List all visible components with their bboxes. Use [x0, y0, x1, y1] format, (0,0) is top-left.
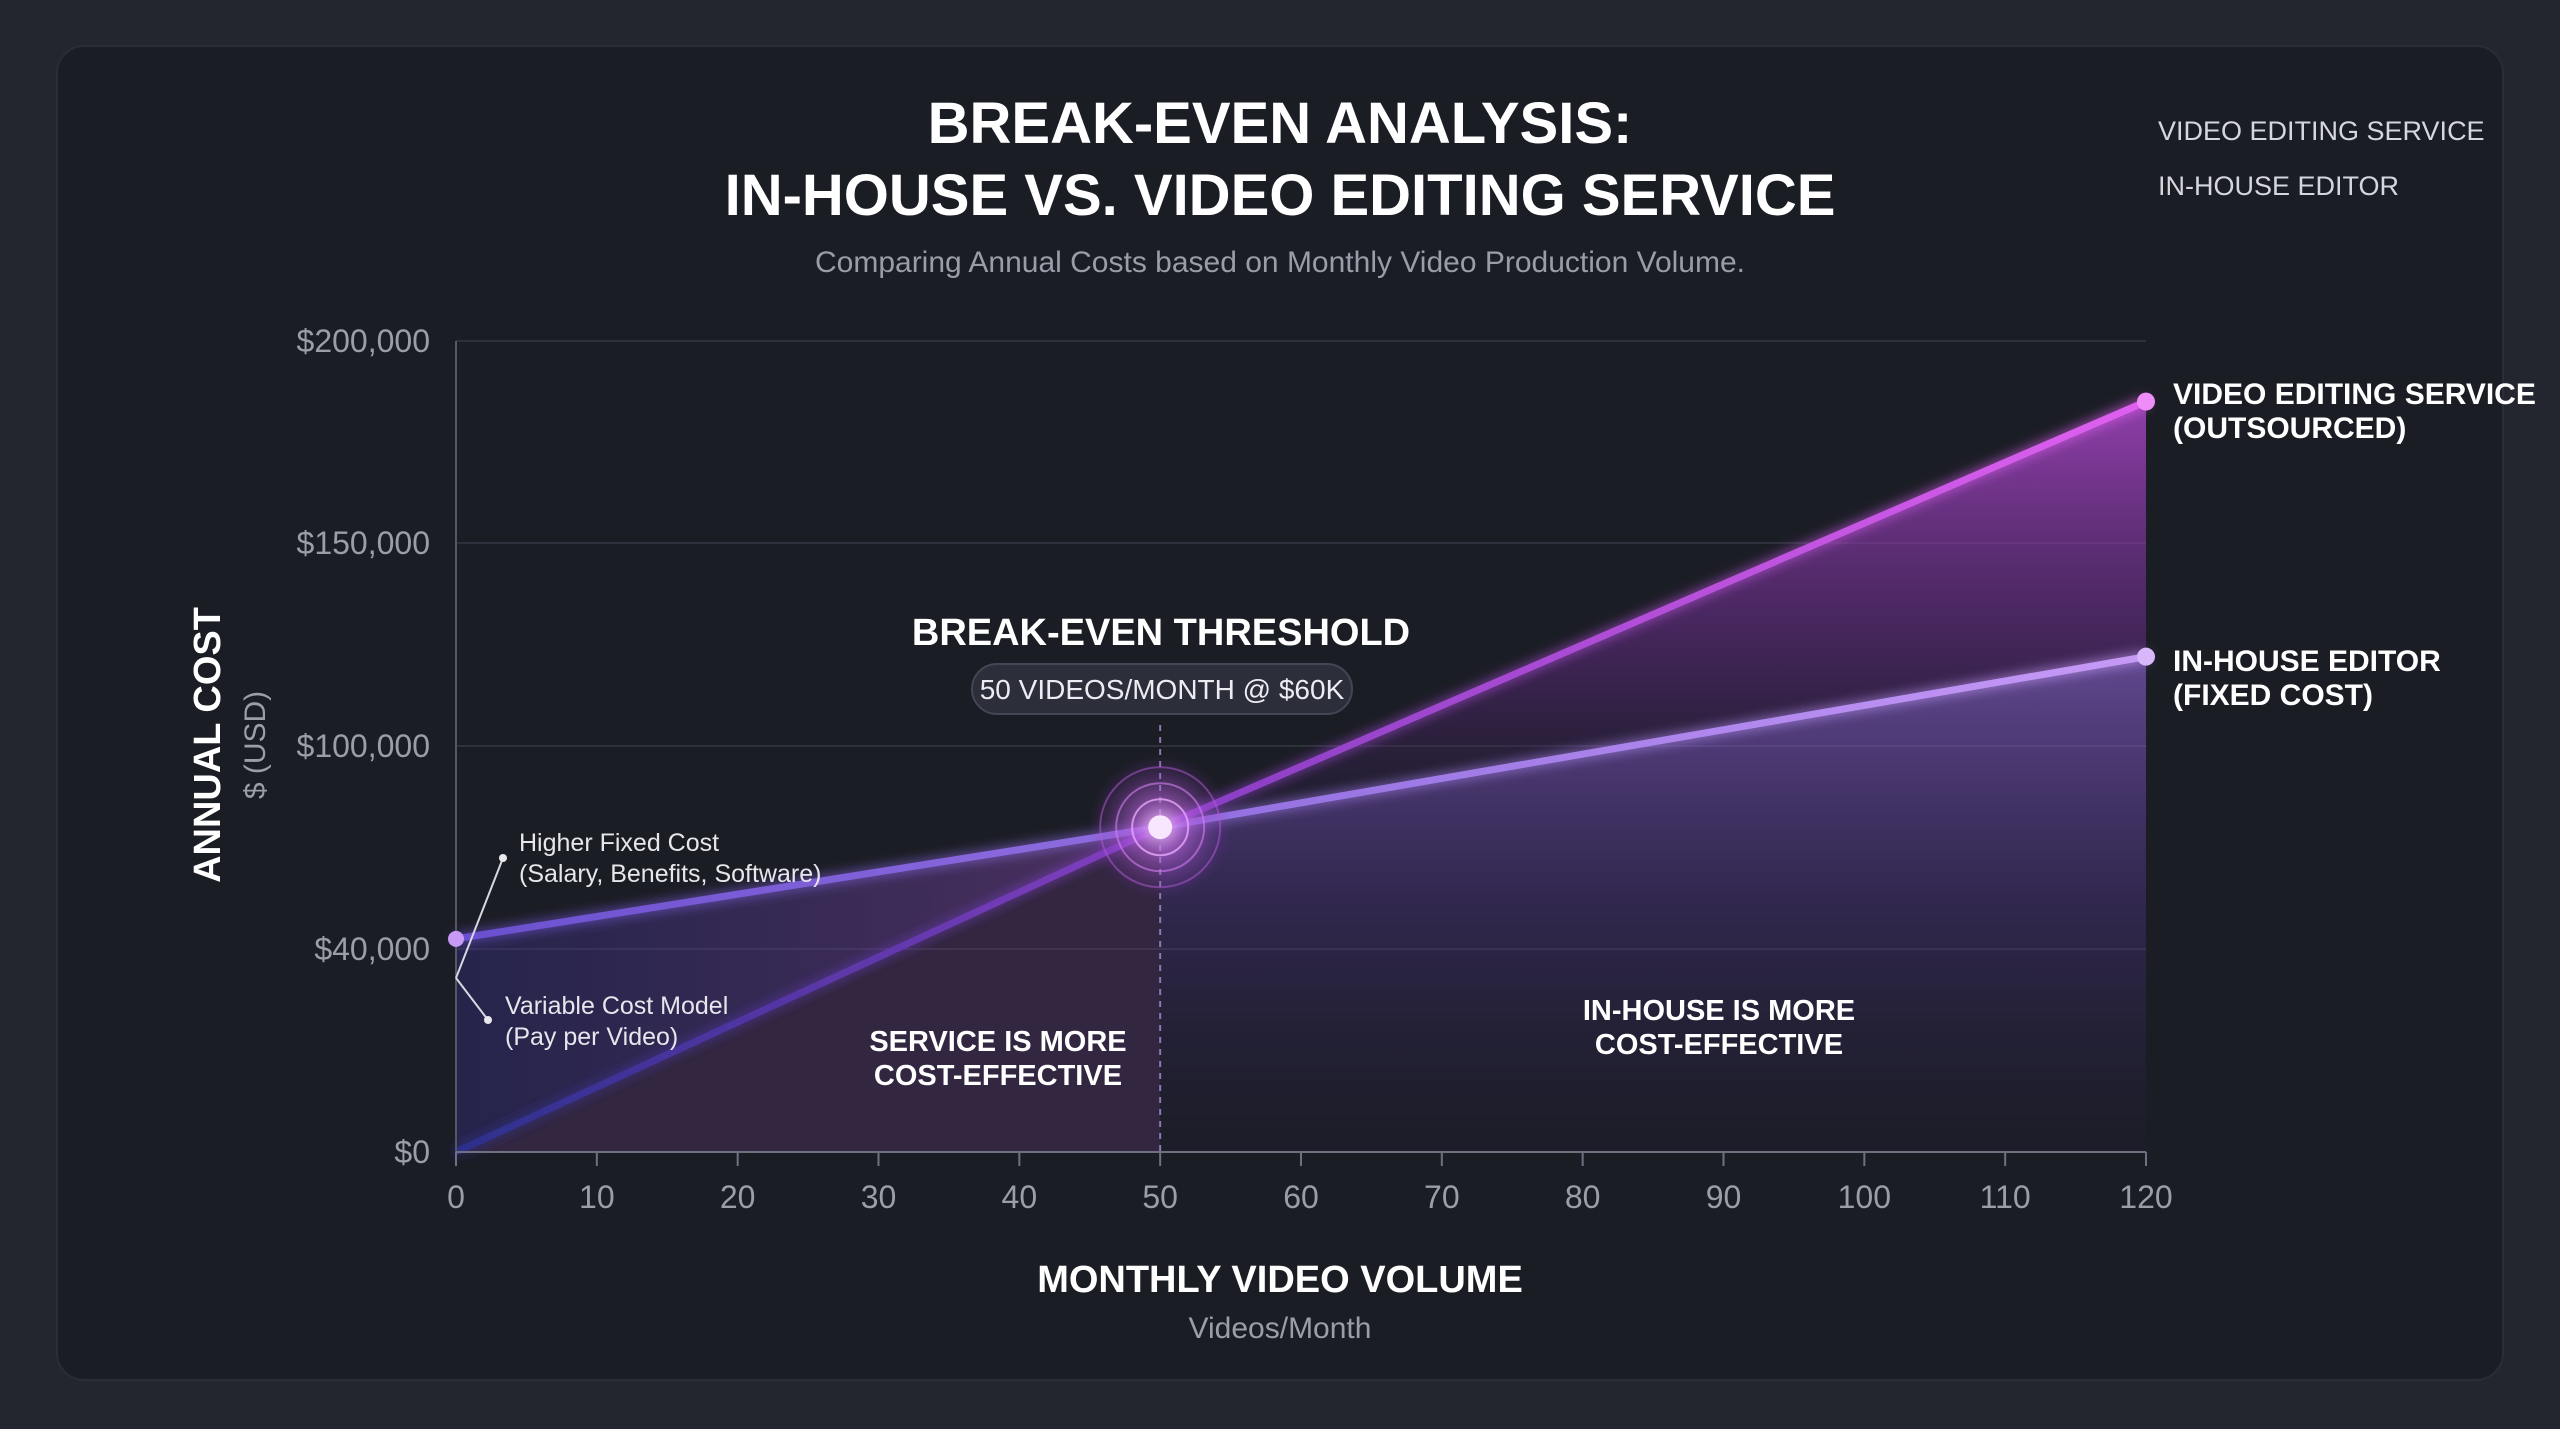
- end-label-service-line2: (OUTSOURCED): [2173, 412, 2406, 445]
- inhouse-end-point: [2137, 647, 2155, 666]
- end-label-inhouse-line2: (FIXED COST): [2173, 679, 2373, 712]
- x-tick-label: 20: [720, 1179, 756, 1215]
- y-tick-labels: $0 $40,000 $100,000 $150,000 $200,000: [297, 323, 430, 1170]
- break-even-marker: [1088, 755, 1233, 900]
- end-label-inhouse-line1: IN-HOUSE EDITOR: [2173, 645, 2441, 678]
- service-end-point: [2137, 392, 2155, 411]
- x-tick-label: 70: [1424, 1179, 1460, 1215]
- inhouse-area-fill: [1160, 656, 2146, 1152]
- y-tick-label: $200,000: [297, 323, 430, 359]
- x-axis-title: MONTHLY VIDEO VOLUME: [1037, 1259, 1523, 1301]
- legend: VIDEO EDITING SERVICE IN-HOUSE EDITOR: [2054, 116, 2485, 201]
- legend-label-service: VIDEO EDITING SERVICE: [2158, 116, 2485, 146]
- y-axis-title: ANNUAL COST: [187, 607, 229, 883]
- x-axis-subtitle: Videos/Month: [1189, 1312, 1372, 1345]
- x-tick-label: 60: [1283, 1179, 1319, 1215]
- chart-title-line1: BREAK-EVEN ANALYSIS:: [928, 91, 1633, 156]
- y-tick-label: $150,000: [297, 525, 430, 561]
- end-label-service-line1: VIDEO EDITING SERVICE: [2173, 378, 2536, 411]
- break-even-title: BREAK-EVEN THRESHOLD: [912, 612, 1410, 654]
- right-region-label-line1: IN-HOUSE IS MORE: [1583, 995, 1855, 1027]
- left-region-label-line1: SERVICE IS MORE: [869, 1026, 1126, 1058]
- y-axis-subtitle: $ (USD): [239, 691, 272, 799]
- break-even-point: [1148, 815, 1173, 840]
- x-tick-label: 30: [861, 1179, 897, 1215]
- x-tick-label: 90: [1706, 1179, 1742, 1215]
- x-tick-label: 50: [1142, 1179, 1178, 1215]
- break-even-ring-outer: [1099, 766, 1222, 889]
- inhouse-start-point: [448, 930, 464, 947]
- x-tick-label: 80: [1565, 1179, 1601, 1215]
- fixed-cost-label-line2: (Salary, Benefits, Software): [519, 860, 821, 888]
- variable-cost-label-line1: Variable Cost Model: [505, 992, 728, 1020]
- chart-subtitle: Comparing Annual Costs based on Monthly …: [815, 246, 1745, 279]
- x-tick-label: 100: [1838, 1179, 1891, 1215]
- variable-cost-annotation: Variable Cost Model (Pay per Video): [455, 977, 728, 1051]
- x-tick-label: 120: [2119, 1179, 2172, 1215]
- x-tick-label: 10: [579, 1179, 615, 1215]
- x-tick-label: 0: [447, 1179, 465, 1215]
- y-tick-label: $40,000: [314, 931, 430, 967]
- variable-cost-label-line2: (Pay per Video): [505, 1023, 678, 1051]
- break-even-ring-inner: [1131, 798, 1190, 857]
- y-tick-label: $0: [394, 1134, 430, 1170]
- right-region-label-line2: COST-EFFECTIVE: [1595, 1029, 1843, 1061]
- x-tick-label: 110: [1980, 1179, 2031, 1215]
- break-even-badge: [971, 663, 1353, 715]
- endpoint-markers: [448, 392, 2155, 947]
- left-region-label-line2: COST-EFFECTIVE: [874, 1060, 1122, 1092]
- break-even-ring-mid: [1115, 782, 1206, 873]
- fixed-cost-annotation: Higher Fixed Cost (Salary, Benefits, Sof…: [455, 829, 821, 979]
- legend-label-inhouse: IN-HOUSE EDITOR: [2158, 171, 2399, 201]
- x-tick-label: 40: [1002, 1179, 1038, 1215]
- fixed-cost-label-line1: Higher Fixed Cost: [519, 829, 719, 857]
- axes: [455, 341, 2147, 1166]
- y-tick-label: $100,000: [297, 728, 430, 764]
- chart-title-line2: IN-HOUSE VS. VIDEO EDITING SERVICE: [725, 163, 1836, 228]
- x-tick-labels: 0 10 20 30 40 50 60 70 80 90 100 110 120: [447, 1179, 2173, 1215]
- break-even-badge-text: 50 VIDEOS/MONTH @ $60K: [980, 674, 1345, 705]
